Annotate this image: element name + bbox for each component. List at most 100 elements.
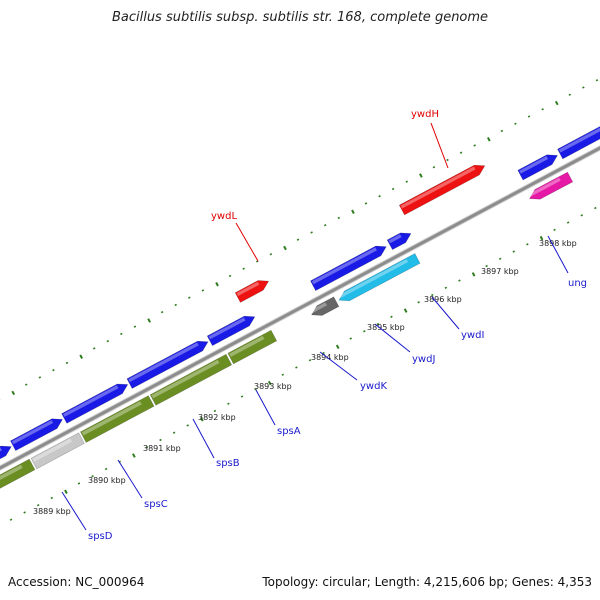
outer-tick-mark <box>405 180 408 183</box>
outer-tick-mark <box>242 267 245 270</box>
outer-tick-mark <box>527 115 531 118</box>
cds-forward <box>310 245 387 291</box>
cds-forward <box>517 154 558 181</box>
inner-tick-mark <box>498 257 502 260</box>
outer-tick-mark <box>514 122 517 125</box>
inner-tick-mark <box>363 330 366 333</box>
cds-forward <box>10 418 63 451</box>
inner-tick-mark <box>335 344 340 350</box>
gene-leader-line <box>117 459 143 499</box>
tick-label: 3894 kbp <box>311 353 349 362</box>
inner-tick-mark <box>36 504 40 507</box>
inner-tick-mark <box>200 417 204 422</box>
inner-tick-mark <box>118 460 121 463</box>
inner-tick-mark <box>526 243 529 246</box>
inner-tick-mark <box>227 402 230 405</box>
outer-tick-mark <box>92 347 96 350</box>
inner-tick-mark <box>390 315 393 318</box>
outer-tick-mark <box>568 93 572 96</box>
inner-tick-mark <box>50 496 54 500</box>
inner-tick-mark <box>267 380 272 386</box>
gene-label: ywdH <box>411 109 439 120</box>
accession-info: Accession: NC_000964 <box>8 575 144 589</box>
cds-forward <box>0 445 12 476</box>
outer-tick-mark <box>582 86 585 89</box>
tick-label: 3891 kbp <box>143 444 181 453</box>
gene-label: ywdJ <box>412 354 435 365</box>
accession-label: Accession: <box>8 575 72 589</box>
outer-tick-mark <box>269 253 273 256</box>
outer-tick-mark <box>351 209 355 215</box>
inner-tick-mark <box>349 337 352 340</box>
inner-tick-mark <box>295 366 298 369</box>
outer-tick-mark <box>133 325 137 328</box>
tick-label: 3898 kbp <box>539 239 577 248</box>
map-title: Bacillus subtilis subsp. subtilis str. 1… <box>111 10 489 25</box>
inner-tick-mark <box>594 206 597 210</box>
outer-tick-mark <box>38 376 42 379</box>
outer-tick-mark <box>106 339 110 343</box>
cds-reverse-ywdJ <box>337 253 421 302</box>
inner-tick-mark <box>512 250 516 253</box>
tick-label: 3897 kbp <box>481 267 519 276</box>
outer-tick-mark <box>391 187 395 191</box>
inner-tick-mark <box>458 279 461 282</box>
gene-label: spsB <box>216 458 240 469</box>
gene-label: ywdL <box>211 211 237 222</box>
outer-tick-mark <box>11 390 16 396</box>
outer-tick-mark <box>541 108 544 111</box>
tick-label: 3892 kbp <box>198 413 236 422</box>
outer-tick-mark <box>337 216 341 220</box>
inner-tick-mark <box>77 482 81 485</box>
cds-reverse-spsD <box>0 458 36 499</box>
gene-leader-line <box>374 323 411 353</box>
inner-dotted-track <box>9 206 597 521</box>
tick-label: 3889 kbp <box>33 507 71 516</box>
outer-tick-mark <box>215 281 219 287</box>
gene-leader-line <box>430 122 449 169</box>
inner-tick-mark <box>23 511 26 514</box>
outer-tick-mark <box>283 245 287 251</box>
outer-tick-mark <box>310 231 313 234</box>
inner-tick-mark <box>376 322 380 326</box>
accession-value: NC_000964 <box>75 575 145 589</box>
cds-forward <box>61 383 129 424</box>
gene-label: spsC <box>144 499 168 510</box>
inner-tick-mark <box>64 489 68 495</box>
outer-tick-mark <box>323 224 327 227</box>
outer-tick-mark <box>255 260 259 263</box>
inner-tick-mark <box>281 373 285 376</box>
inner-tick-mark <box>444 286 448 289</box>
cds-reverse-spsB <box>149 353 233 406</box>
outer-tick-mark <box>120 332 123 336</box>
outer-tick-mark <box>160 310 164 314</box>
outer-tick-mark <box>432 166 436 169</box>
inner-tick-mark <box>186 424 189 427</box>
inner-tick-mark <box>566 221 570 224</box>
outer-tick-mark <box>147 318 151 323</box>
gene-label: ywdI <box>461 330 484 341</box>
inner-tick-mark <box>172 431 176 434</box>
outer-tick-mark <box>446 158 449 162</box>
gene-label: spsA <box>277 426 301 437</box>
cds-reverse-ywdK <box>310 296 340 316</box>
gene-ywdH <box>398 164 486 216</box>
outer-tick-mark <box>52 368 55 372</box>
gene-leader-line <box>255 389 276 426</box>
inner-tick-mark <box>471 272 476 277</box>
cds-forward <box>386 232 412 251</box>
inner-tick-mark <box>308 359 312 362</box>
outer-tick-mark <box>595 79 599 82</box>
outer-tick-mark <box>500 129 504 133</box>
gene-labels: spsD spsC spsB spsA ywdK ywdJ ywdI ung ywdL ywdH <box>61 109 587 542</box>
outer-tick-mark <box>473 144 476 147</box>
outer-tick-mark <box>419 173 423 178</box>
cds-reverse <box>30 432 85 470</box>
gene-label: spsD <box>88 531 113 542</box>
outer-tick-mark <box>65 361 69 365</box>
inner-tick-mark <box>417 301 420 304</box>
gene-leader-line <box>319 351 358 381</box>
outer-tick-mark <box>487 137 491 142</box>
cds-forward <box>206 315 256 347</box>
